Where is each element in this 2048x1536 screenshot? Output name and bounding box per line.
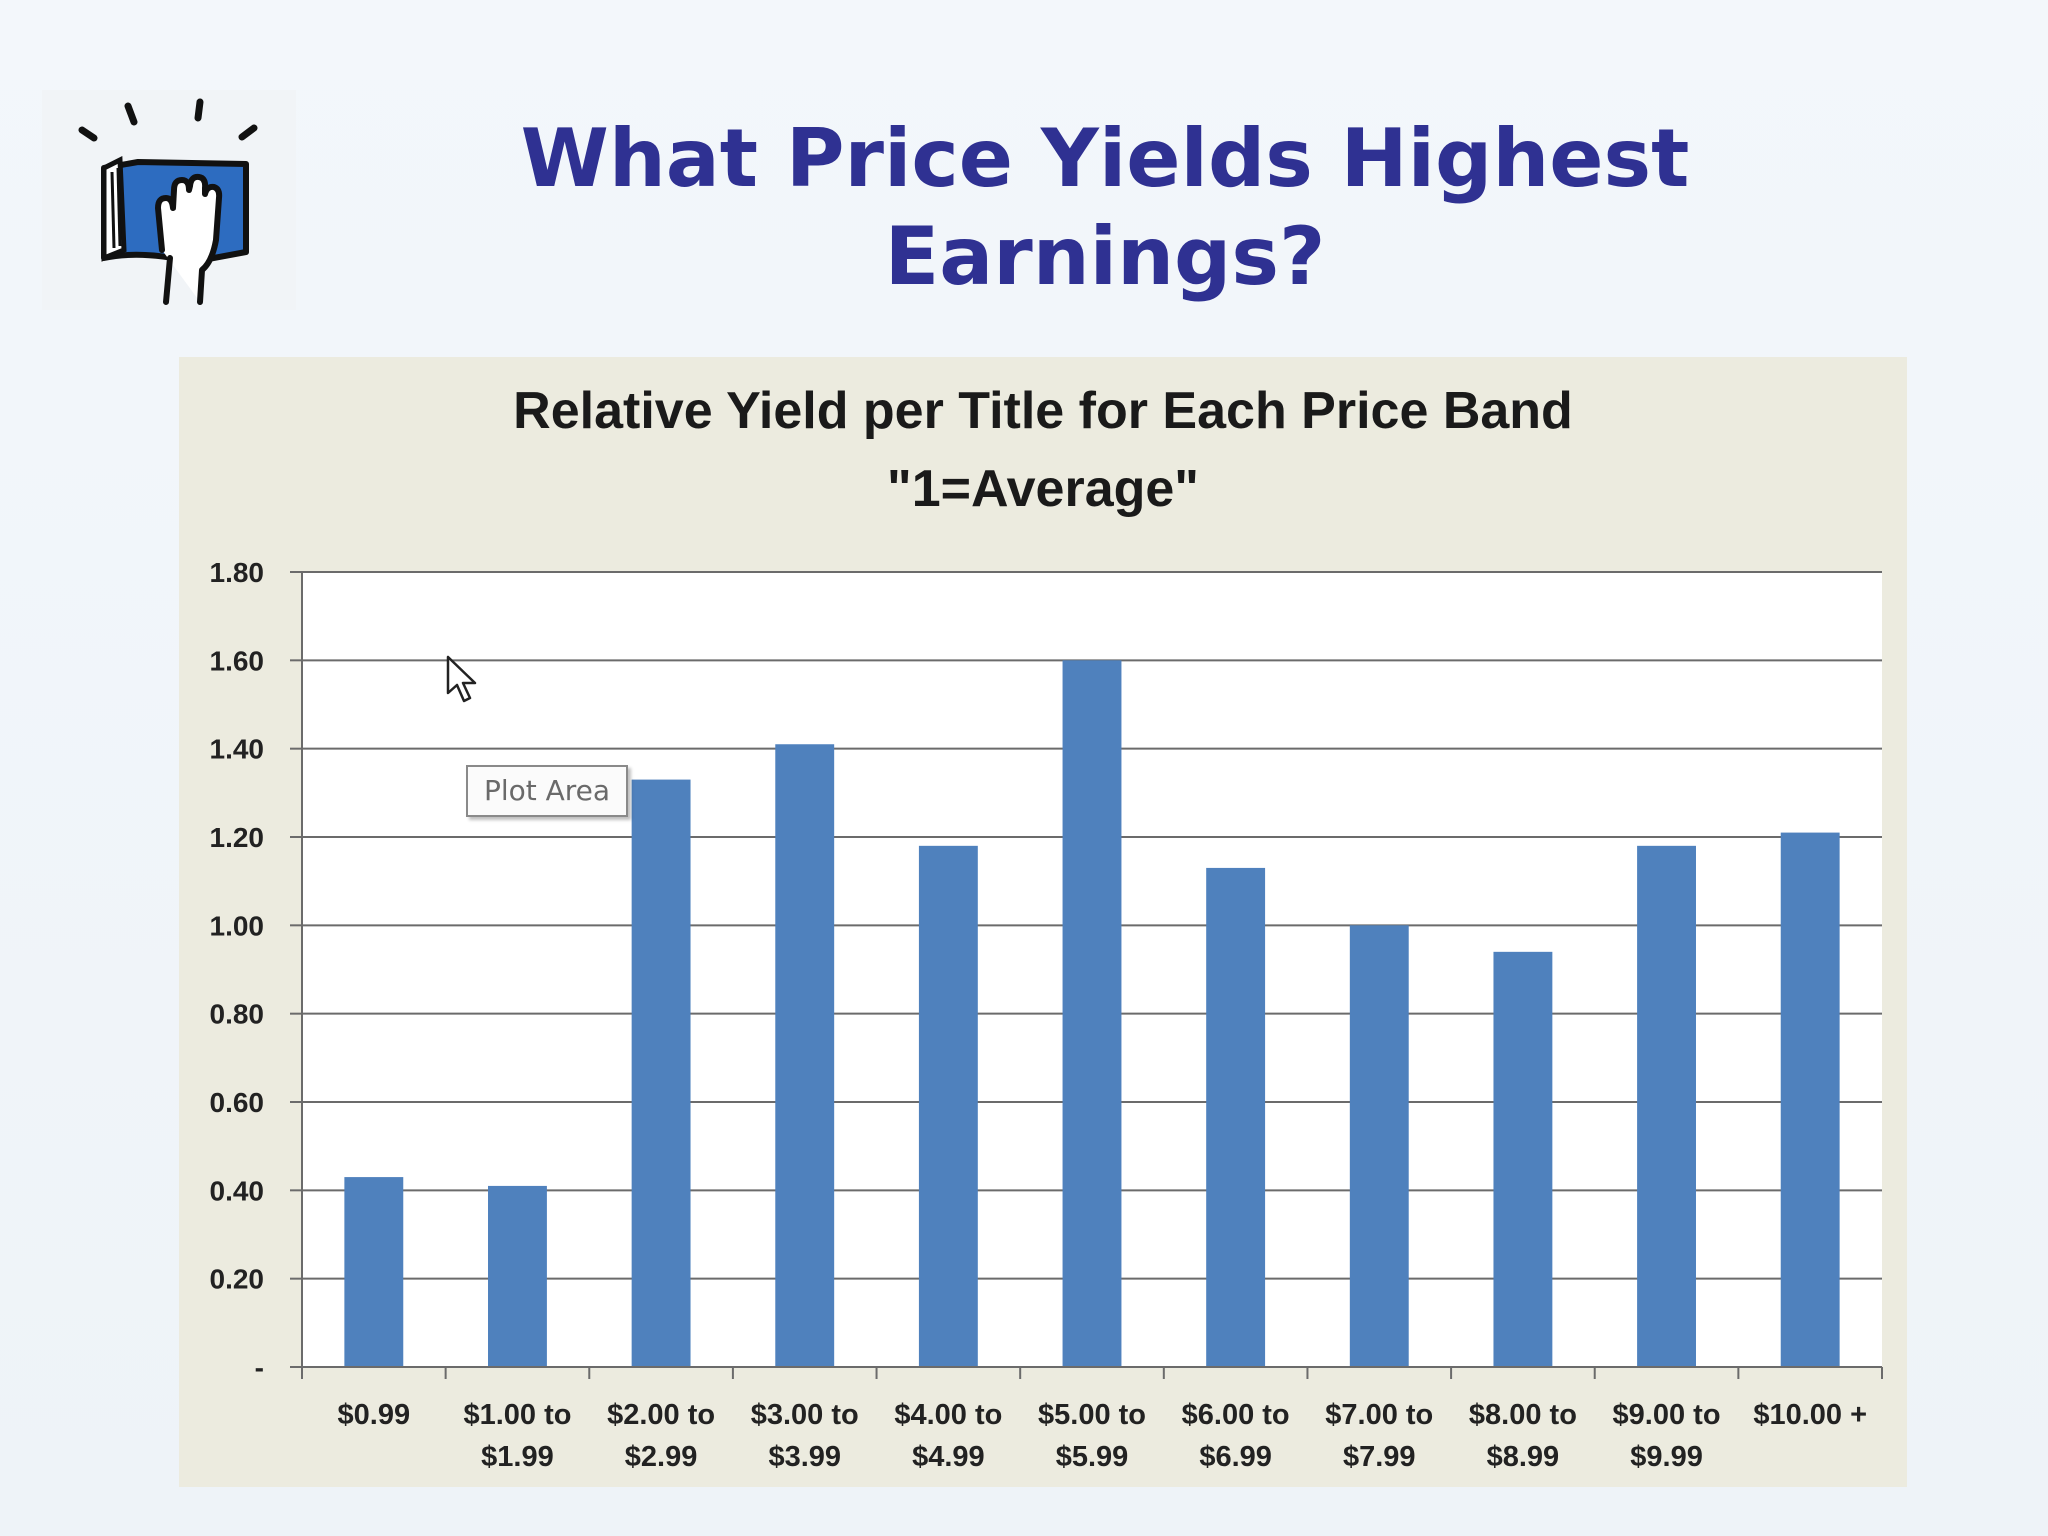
y-tick-label: 1.80 — [210, 557, 265, 588]
logo — [42, 90, 296, 310]
x-tick-label: $8.00 to — [1469, 1399, 1577, 1431]
x-tick-label: $9.99 — [1630, 1441, 1703, 1473]
x-tick-label: $4.00 to — [894, 1399, 1002, 1431]
bar[interactable] — [1206, 867, 1266, 1367]
axes — [290, 571, 1883, 1379]
x-tick-label: $4.99 — [912, 1441, 985, 1473]
x-tick-label: $1.00 to — [463, 1399, 571, 1431]
chart-subtitle: "1=Average" — [887, 460, 1199, 518]
x-tick-label: $3.99 — [768, 1441, 841, 1473]
bar[interactable] — [1062, 660, 1122, 1367]
x-tick-label: $6.99 — [1199, 1441, 1272, 1473]
hand-on-book-icon — [78, 98, 258, 305]
x-tick-label: $7.00 to — [1325, 1399, 1433, 1431]
bar[interactable] — [488, 1185, 547, 1367]
bar[interactable] — [1637, 845, 1696, 1367]
x-tick-label: $7.99 — [1343, 1441, 1416, 1473]
mouse-pointer-icon — [446, 655, 477, 703]
bars — [344, 660, 1840, 1367]
x-tick-label: $2.99 — [625, 1441, 698, 1473]
x-tick-label: $9.00 to — [1613, 1399, 1721, 1431]
bar[interactable] — [344, 1177, 404, 1367]
bar[interactable] — [1493, 951, 1553, 1367]
bar[interactable] — [918, 845, 978, 1367]
x-tick-label: $3.00 to — [751, 1399, 859, 1431]
y-tick-label: 1.20 — [210, 822, 265, 853]
x-tick-label: $5.00 to — [1038, 1399, 1146, 1431]
y-tick-label: 0.40 — [210, 1175, 265, 1206]
y-tick-label: 1.00 — [210, 910, 265, 941]
x-tick-label: $2.00 to — [607, 1399, 715, 1431]
chart-title: Relative Yield per Title for Each Price … — [179, 372, 1907, 528]
bar[interactable] — [1780, 832, 1840, 1367]
x-tick-label: $1.99 — [481, 1441, 554, 1473]
page-title-line-2: Earnings? — [884, 210, 1326, 303]
x-axis-ticks: $0.99 $1.00 to $1.99 $2.00 to $2.99 $3.00 to $… — [338, 1399, 1868, 1473]
page-title-line-1: What Price Yields Highest — [520, 112, 1690, 205]
y-tick-label: 0.60 — [210, 1087, 265, 1118]
y-tick-label: 0.80 — [210, 999, 265, 1030]
y-tick-label: 0.20 — [210, 1264, 265, 1295]
y-tick-label: 1.40 — [210, 734, 265, 765]
x-tick-label: $5.99 — [1056, 1441, 1129, 1473]
plot-area-tooltip: Plot Area — [466, 765, 628, 817]
y-axis-ticks: - 0.20 0.40 0.60 0.80 1.00 1.20 1.40 1.60 1.80 — [210, 557, 265, 1383]
bar[interactable] — [631, 779, 691, 1367]
y-tick-label: 1.60 — [210, 645, 265, 676]
page-title: What Price Yields Highest Earnings? — [380, 110, 1830, 306]
x-tick-label: $10.00 + — [1753, 1399, 1867, 1431]
bar[interactable] — [1349, 925, 1409, 1367]
x-tick-label: $0.99 — [338, 1399, 411, 1431]
bar[interactable] — [775, 744, 835, 1367]
x-tick-label: $6.00 to — [1182, 1399, 1290, 1431]
chart-title-line-1: Relative Yield per Title for Each Price … — [513, 382, 1573, 440]
y-tick-label: - — [255, 1352, 264, 1383]
x-tick-label: $8.99 — [1487, 1441, 1560, 1473]
